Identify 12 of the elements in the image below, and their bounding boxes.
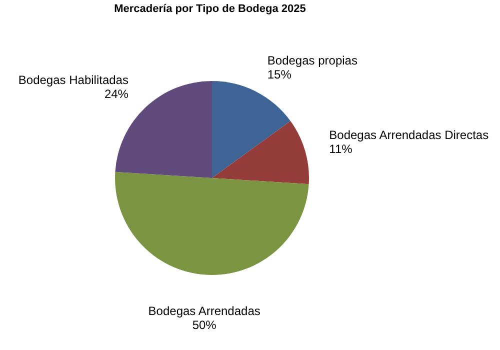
data-label: 24% xyxy=(104,87,129,102)
chart-title: Mercadería por Tipo de Bodega 2025 xyxy=(114,3,306,15)
slice-label: Bodegas Arrendadas Directas xyxy=(329,128,489,142)
data-label: 50% xyxy=(192,318,217,332)
pie-slice xyxy=(115,172,309,275)
slice-label: Bodegas propias xyxy=(267,53,358,68)
data-label: 15% xyxy=(267,67,292,82)
data-label: 11% xyxy=(329,142,353,156)
slice-label: Bodegas Habilitadas xyxy=(18,73,128,88)
pie-slice xyxy=(212,81,290,178)
slice-label: Bodegas Arrendadas xyxy=(148,304,260,318)
pie-slice xyxy=(212,120,309,184)
